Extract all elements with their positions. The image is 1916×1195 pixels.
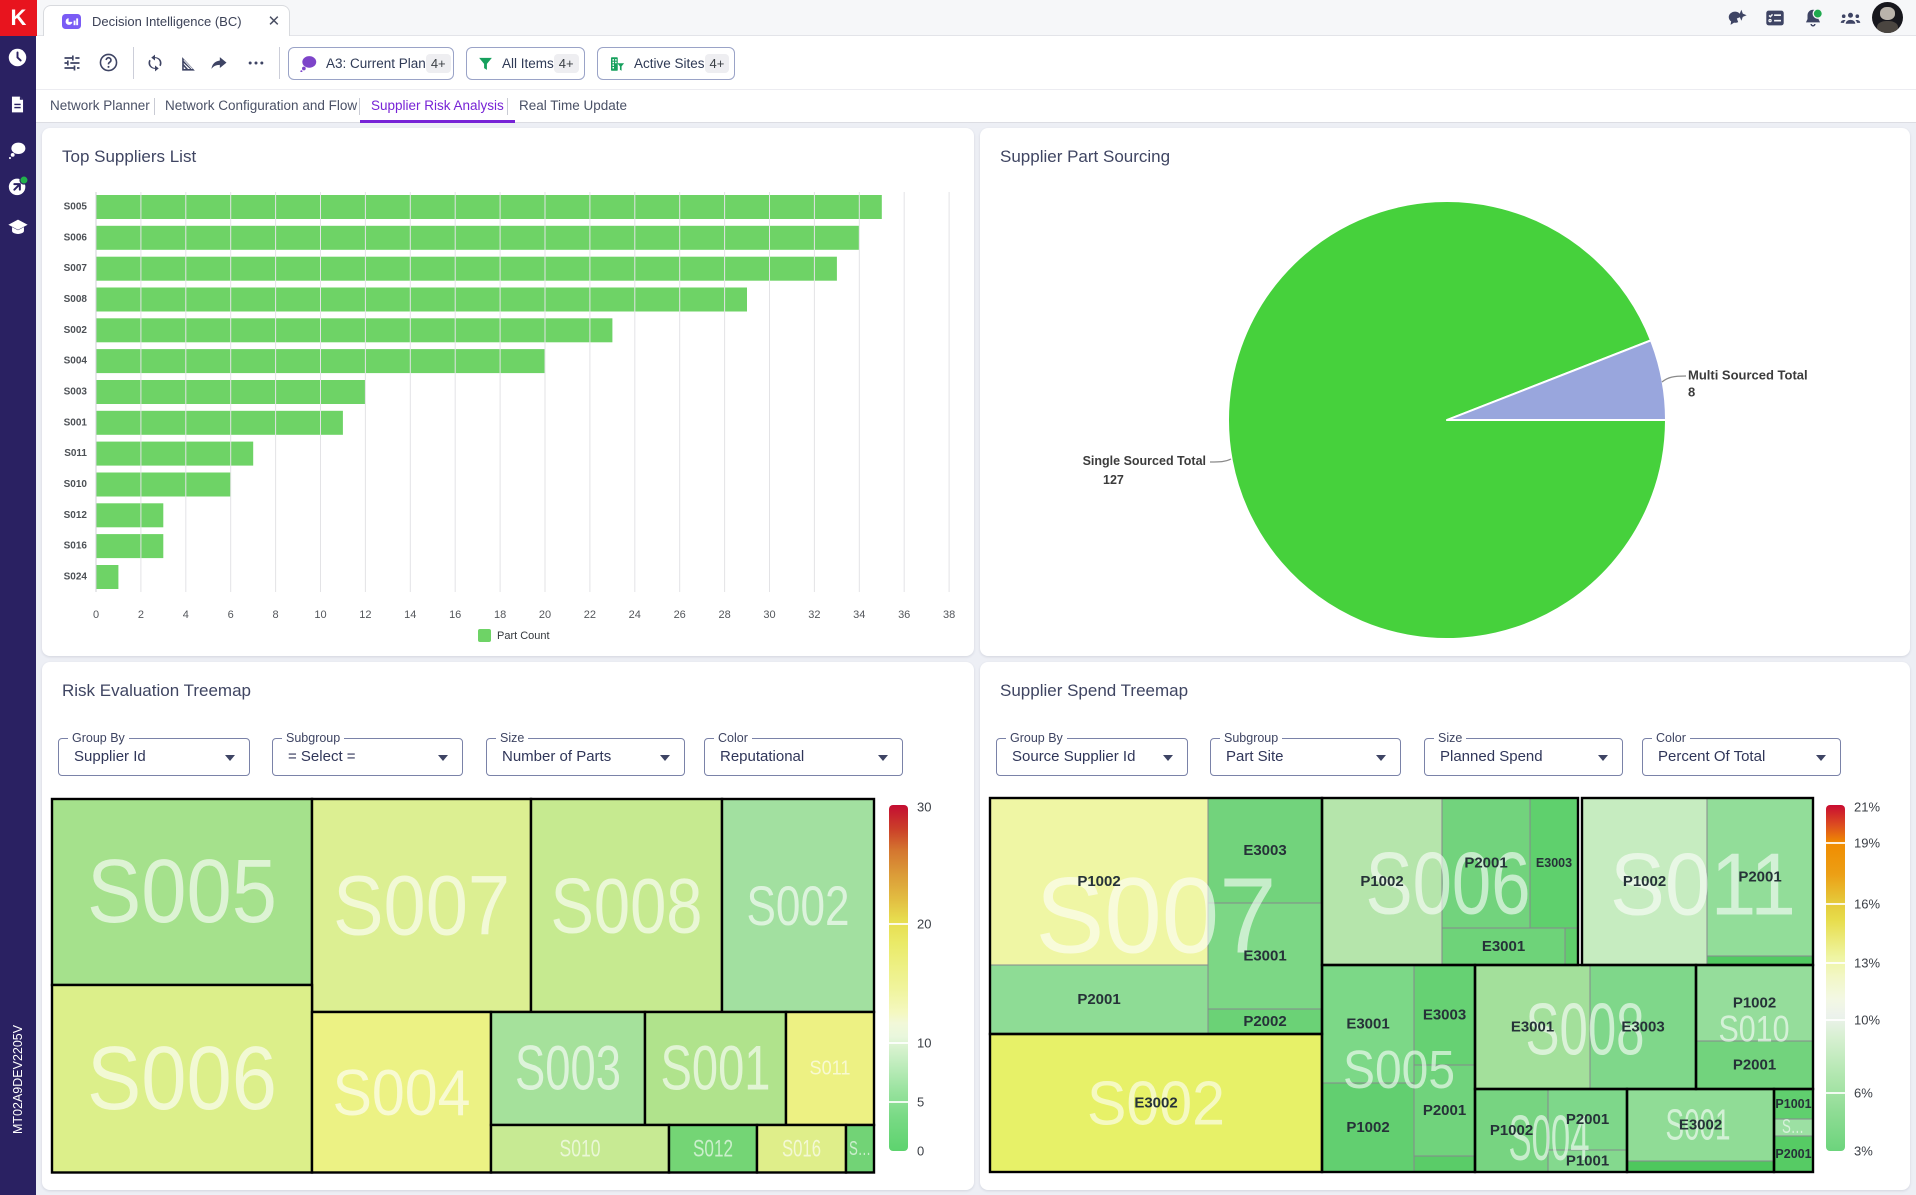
svg-text:P2001: P2001 [1423, 1102, 1466, 1119]
svg-text:S012: S012 [693, 1135, 733, 1162]
svg-text:S008: S008 [64, 294, 88, 305]
svg-text:S003: S003 [515, 1034, 621, 1104]
svg-text:E3001: E3001 [1482, 938, 1525, 955]
svg-text:28: 28 [718, 609, 730, 621]
svg-text:S004: S004 [1509, 1102, 1590, 1174]
svg-text:S012: S012 [64, 510, 88, 521]
svg-text:P2002: P2002 [1243, 1013, 1286, 1030]
svg-text:E3002: E3002 [1679, 1117, 1722, 1134]
svg-text:S010: S010 [64, 479, 88, 490]
svg-text:21%: 21% [1854, 800, 1880, 815]
svg-text:S006: S006 [1366, 834, 1531, 933]
svg-text:S003: S003 [64, 386, 88, 397]
svg-text:127: 127 [1103, 473, 1124, 487]
svg-text:26: 26 [674, 609, 686, 621]
svg-text:S008: S008 [1526, 990, 1645, 1071]
svg-text:10: 10 [314, 609, 326, 621]
svg-text:S011: S011 [1610, 835, 1796, 934]
svg-text:S011: S011 [64, 448, 87, 459]
svg-text:E3001: E3001 [1346, 1016, 1389, 1033]
svg-text:P2001: P2001 [1733, 1057, 1776, 1074]
svg-text:P1002: P1002 [1623, 873, 1666, 890]
svg-text:0: 0 [93, 609, 99, 621]
svg-text:34: 34 [853, 609, 865, 621]
svg-text:S006: S006 [64, 232, 88, 243]
svg-text:E3002: E3002 [1134, 1095, 1177, 1112]
svg-text:8: 8 [273, 609, 279, 621]
svg-text:10%: 10% [1854, 1013, 1880, 1028]
svg-text:3%: 3% [1854, 1144, 1873, 1159]
svg-text:8: 8 [1688, 385, 1695, 400]
svg-text:S…: S… [849, 1138, 871, 1160]
svg-text:19%: 19% [1854, 836, 1880, 851]
svg-text:E3003: E3003 [1621, 1019, 1664, 1036]
svg-text:P2001: P2001 [1775, 1147, 1811, 1161]
svg-text:S006: S006 [87, 1029, 277, 1129]
svg-text:0: 0 [917, 1144, 924, 1159]
svg-text:E3003: E3003 [1423, 1007, 1466, 1024]
svg-text:P1002: P1002 [1077, 873, 1120, 890]
svg-text:P1001: P1001 [1566, 1153, 1609, 1170]
svg-text:S007: S007 [1036, 855, 1277, 976]
svg-text:20: 20 [539, 609, 551, 621]
svg-text:S016: S016 [782, 1135, 821, 1162]
svg-text:Part Count: Part Count [497, 630, 550, 642]
svg-text:S007: S007 [64, 263, 88, 274]
svg-text:E3001: E3001 [1243, 948, 1286, 965]
svg-text:14: 14 [404, 609, 416, 621]
svg-text:S002: S002 [747, 874, 850, 937]
svg-text:P1002: P1002 [1733, 995, 1776, 1012]
svg-text:S002: S002 [64, 325, 88, 336]
svg-text:E3003: E3003 [1243, 842, 1286, 859]
svg-text:32: 32 [808, 609, 820, 621]
svg-text:30: 30 [763, 609, 775, 621]
svg-text:P2001: P2001 [1566, 1111, 1609, 1128]
svg-text:Multi Sourced Total: Multi Sourced Total [1688, 368, 1808, 383]
svg-text:S008: S008 [551, 862, 703, 950]
svg-text:20: 20 [917, 917, 931, 932]
svg-text:10: 10 [917, 1036, 931, 1051]
svg-text:38: 38 [943, 609, 955, 621]
svg-text:24: 24 [629, 609, 641, 621]
svg-text:S010: S010 [560, 1135, 601, 1162]
svg-text:S024: S024 [64, 571, 88, 582]
svg-text:16%: 16% [1854, 897, 1880, 912]
svg-text:S004: S004 [64, 356, 88, 367]
svg-text:S001: S001 [1666, 1101, 1731, 1150]
svg-text:S007: S007 [333, 859, 510, 953]
svg-text:S011: S011 [810, 1058, 851, 1080]
svg-text:Single Sourced Total: Single Sourced Total [1083, 454, 1206, 468]
svg-text:P2001: P2001 [1738, 869, 1781, 886]
svg-text:S001: S001 [64, 417, 88, 428]
svg-text:16: 16 [449, 609, 461, 621]
svg-text:P1002: P1002 [1346, 1119, 1389, 1136]
svg-text:S005: S005 [1343, 1040, 1455, 1100]
svg-text:S004: S004 [333, 1056, 471, 1129]
svg-text:S002: S002 [1087, 1070, 1225, 1139]
svg-text:S005: S005 [87, 842, 277, 942]
svg-text:2: 2 [138, 609, 144, 621]
svg-text:E3001: E3001 [1511, 1019, 1554, 1036]
svg-text:S005: S005 [64, 202, 88, 213]
svg-text:36: 36 [898, 609, 910, 621]
svg-text:5: 5 [917, 1095, 924, 1110]
svg-text:P1002: P1002 [1360, 873, 1403, 890]
svg-text:P1001: P1001 [1775, 1097, 1811, 1111]
svg-text:P1002: P1002 [1490, 1122, 1533, 1139]
svg-text:P2001: P2001 [1464, 855, 1507, 872]
svg-text:6: 6 [228, 609, 234, 621]
svg-text:18: 18 [494, 609, 506, 621]
svg-text:P2001: P2001 [1077, 991, 1120, 1008]
svg-text:13%: 13% [1854, 956, 1880, 971]
svg-text:4: 4 [183, 609, 189, 621]
svg-text:6%: 6% [1854, 1086, 1873, 1101]
svg-text:S001: S001 [661, 1034, 771, 1104]
svg-text:12: 12 [359, 609, 371, 621]
svg-text:22: 22 [584, 609, 596, 621]
svg-text:30: 30 [917, 800, 931, 815]
svg-text:S…: S… [1782, 1116, 1804, 1138]
svg-text:S016: S016 [64, 541, 88, 552]
svg-text:E3003: E3003 [1536, 856, 1572, 870]
svg-text:S010: S010 [1719, 1009, 1790, 1050]
